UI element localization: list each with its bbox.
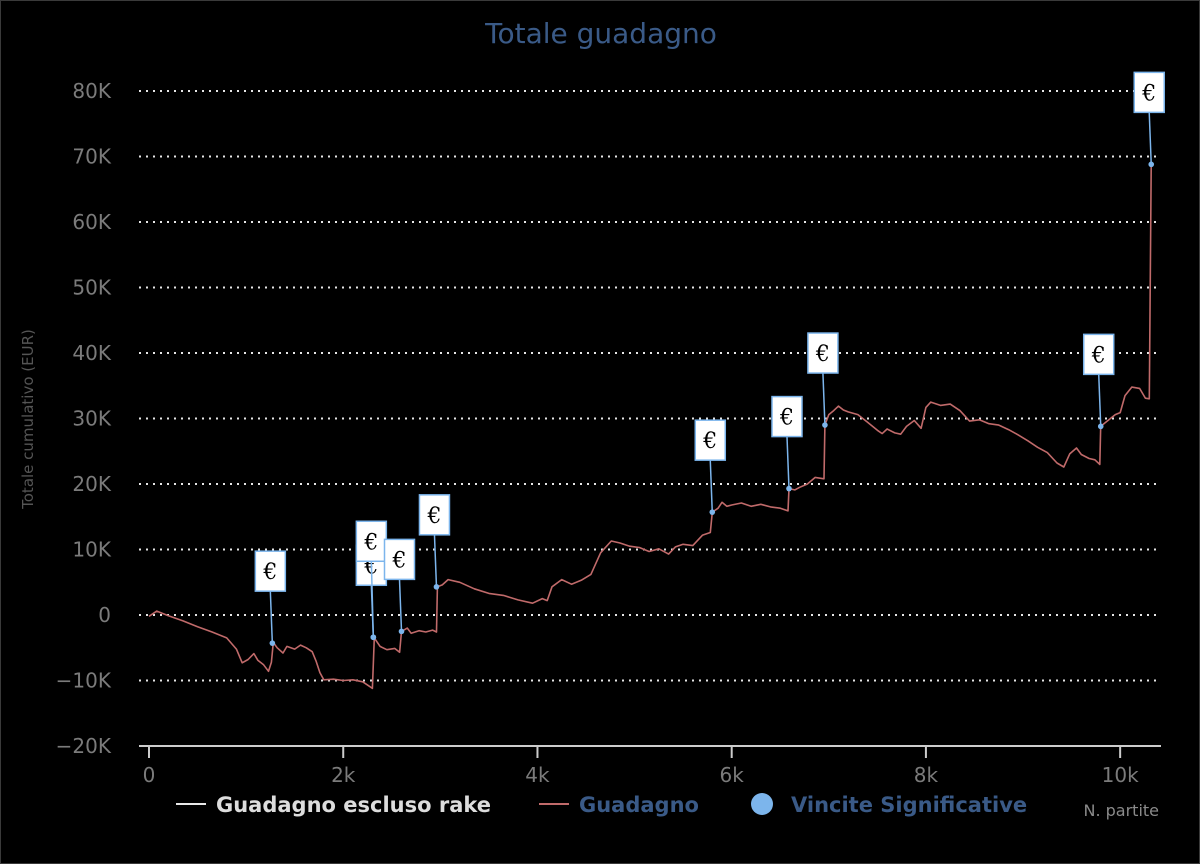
x-tick-label: 8k [914,763,939,787]
flag-box [418,494,451,536]
flag-marker: € [383,538,416,635]
flag-box [771,395,803,438]
y-axis: −20K −10K 0 10K 20K 30K 40K 50K 60K 70K 80K [56,79,112,758]
flag-stem [709,460,714,513]
vincite-point [433,584,440,590]
y-tick-label: 30K [72,407,111,431]
grid [139,90,1161,682]
series-line-guadagno [148,162,1154,690]
y-axis-label: Totale cumulativo (EUR) [19,329,37,510]
flag-marker: € [1082,333,1115,430]
flag-label: € [702,429,717,454]
flag-box [694,419,727,461]
flag-stem [398,579,403,632]
legend-item-label: Vincite Significative [791,793,1027,817]
x-axis-label: N. partite [1083,801,1159,820]
flag-label: € [779,406,794,431]
legend-symbol-circle [751,793,773,815]
flag-marker: € [694,419,727,515]
flag-label: € [815,342,830,367]
flag-label: € [262,560,277,585]
flag-marker: € [355,520,388,641]
flag-stem [370,561,375,638]
flag-label: € [363,530,378,555]
x-tick-label: 2k [331,763,356,787]
flag-box [383,538,416,581]
flag-marker: € [1133,71,1165,168]
vincite-point [269,640,276,646]
y-tick-label: 80K [72,79,111,103]
flag-label: € [392,548,407,573]
vincite-point [1148,161,1155,168]
x-axis: 0 2k 4k 6k 8k 10k [139,745,1161,787]
flags-layer: €€€€€€€€€€ [254,71,1165,646]
vincite-point [709,509,716,515]
flag-stem [822,373,826,426]
flag-marker: € [807,332,839,428]
flag-box [355,520,388,563]
y-tick-label: 70K [72,145,111,169]
y-tick-label: 40K [72,341,111,365]
legend-item-label: Guadagno escluso rake [216,793,491,817]
vincite-point [398,628,405,635]
flag-marker: € [254,550,287,646]
flag-box [254,550,287,592]
flag-box [1133,71,1165,114]
flag-stem [1097,374,1102,427]
y-tick-label: 10K [72,538,111,562]
x-tick-label: 10k [1102,763,1139,787]
y-tick-label: 0 [98,603,111,627]
flag-label: € [1091,343,1106,368]
vincite-point [1097,423,1104,430]
vincite-point [370,634,377,641]
flag-label: € [426,504,441,529]
y-tick-label: −20K [56,734,112,758]
chart-title: Totale guadagno [484,17,717,50]
flag-box [807,332,839,374]
flag-stem [1148,112,1152,165]
flag-stem [786,436,790,489]
y-tick-label: 20K [72,472,111,496]
flag-box [1082,333,1115,376]
flag-stem [433,534,438,587]
series-layer [148,162,1154,690]
vincite-point [822,422,828,428]
x-tick-label: 4k [525,763,550,787]
vincite-point [786,485,792,492]
flag-marker: € [771,395,803,492]
x-tick-label: 6k [720,763,745,787]
legend: Guadagno escluso rake Guadagno Vincite Sig… [176,793,1027,817]
legend-item-label: Guadagno [579,793,699,817]
x-tick-label: 0 [143,763,156,787]
y-tick-label: 50K [72,276,111,300]
y-tick-label: 60K [72,210,111,234]
flag-label: € [1141,81,1156,106]
y-tick-label: −10K [56,669,112,693]
flag-marker: € [418,494,451,590]
flag-stem [269,591,274,644]
